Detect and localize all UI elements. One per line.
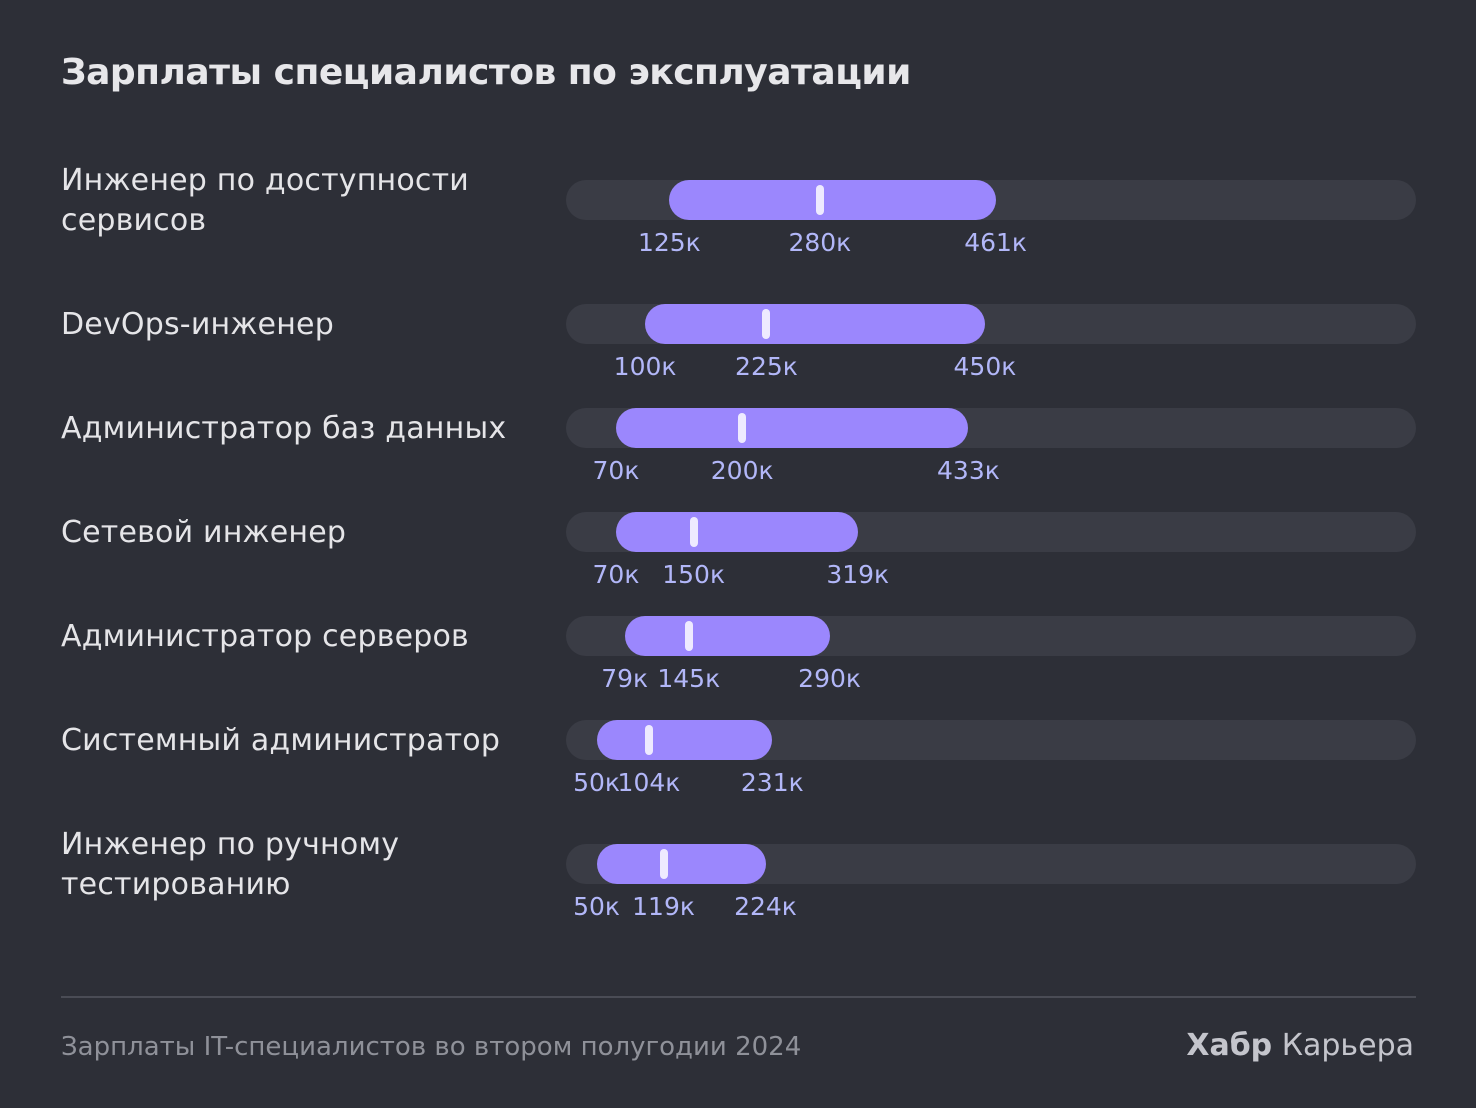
row-label: Сетевой инженер xyxy=(61,515,347,550)
median-marker xyxy=(815,185,824,215)
salary-range-bar xyxy=(596,844,766,884)
median-value-label: 200к xyxy=(710,456,774,485)
chart-title: Зарплаты специалистов по эксплуатации xyxy=(61,52,911,93)
brand-name-rest: Карьера xyxy=(1281,1028,1414,1063)
max-value-label: 319к xyxy=(826,560,890,589)
median-marker xyxy=(738,413,747,443)
salary-range-bar xyxy=(615,408,969,448)
row-label: Администратор серверов xyxy=(61,619,469,654)
median-value-label: 150к xyxy=(662,560,726,589)
row-track xyxy=(566,616,1416,656)
median-marker xyxy=(689,517,698,547)
row-track xyxy=(566,512,1416,552)
row-track xyxy=(566,408,1416,448)
min-value-label: 100к xyxy=(613,352,677,381)
source-note: Зарплаты IT-специалистов во втором полуг… xyxy=(61,1032,802,1062)
brand-logo: Хабр Карьера xyxy=(1186,1028,1414,1063)
max-value-label: 450к xyxy=(953,352,1017,381)
median-value-label: 145к xyxy=(657,664,721,693)
min-value-label: 79к xyxy=(601,664,649,693)
row-label: Системный администратор xyxy=(61,723,501,758)
median-marker xyxy=(684,621,693,651)
min-value-label: 50к xyxy=(573,768,621,797)
min-value-label: 70к xyxy=(592,560,640,589)
salary-range-bar xyxy=(645,304,985,344)
min-value-label: 50к xyxy=(573,892,621,921)
max-value-label: 224к xyxy=(734,892,797,921)
median-value-label: 119к xyxy=(632,892,695,921)
median-marker xyxy=(659,849,668,879)
max-value-label: 231к xyxy=(740,768,804,797)
max-value-label: 290к xyxy=(798,664,861,693)
max-value-label: 461к xyxy=(964,228,1028,257)
footer-divider xyxy=(61,996,1416,998)
row-track xyxy=(566,304,1416,344)
salary-range-bar xyxy=(669,180,996,220)
min-value-label: 70к xyxy=(592,456,640,485)
row-track xyxy=(566,844,1416,884)
row-label: Инженер по доступности сервисов xyxy=(61,163,469,238)
median-marker xyxy=(644,725,653,755)
row-label: Инженер по ручному тестированию xyxy=(61,827,400,902)
brand-name-strong: Хабр xyxy=(1186,1028,1273,1063)
row-label: DevOps-инженер xyxy=(61,307,334,342)
salary-range-bar xyxy=(596,720,773,760)
median-marker xyxy=(762,309,771,339)
salary-range-bar xyxy=(624,616,830,656)
salary-range-bar xyxy=(615,512,858,552)
min-value-label: 125к xyxy=(637,228,701,257)
median-value-label: 225к xyxy=(735,352,798,381)
row-track xyxy=(566,180,1416,220)
row-label: Администратор баз данных xyxy=(61,411,507,446)
median-value-label: 104к xyxy=(617,768,681,797)
max-value-label: 433к xyxy=(937,456,1000,485)
row-track xyxy=(566,720,1416,760)
median-value-label: 280к xyxy=(788,228,852,257)
